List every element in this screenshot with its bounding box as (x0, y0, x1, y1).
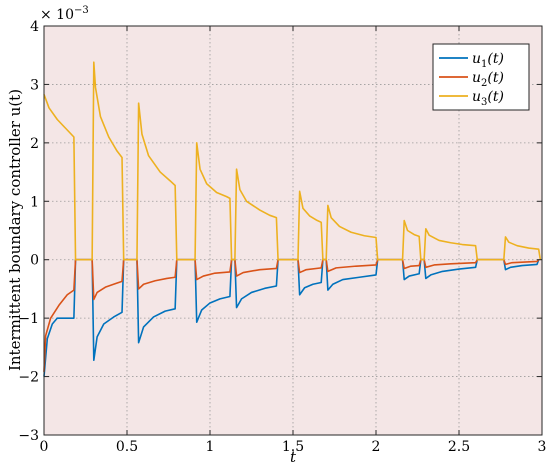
x-tick-label: 0 (40, 439, 49, 455)
series-line-u1 (43, 258, 540, 377)
x-tick-label: 0.5 (116, 439, 138, 455)
y-exponent-label: × 10−3 (40, 5, 89, 23)
y-tick-label: 1 (30, 194, 39, 210)
legend-label: u3(t) (472, 89, 504, 108)
legend-label: u2(t) (472, 70, 504, 89)
x-tick-label: 1.5 (282, 439, 304, 455)
x-tick-label: 1 (206, 439, 215, 455)
series-line-u3 (43, 61, 542, 261)
y-tick-label: −2 (18, 370, 39, 386)
y-tick-label: 3 (30, 77, 39, 93)
x-tick-label: 3 (538, 439, 547, 455)
x-tick-label: 2 (372, 439, 381, 455)
series-line-u2 (43, 258, 540, 372)
y-tick-label: −1 (18, 311, 39, 327)
y-tick-label: −3 (18, 428, 39, 444)
series-layer (43, 61, 542, 377)
x-axis-label: t (290, 448, 297, 466)
y-tick-label: 4 (30, 19, 39, 35)
y-axis-label: Intermittent boundary controller u(t) (6, 89, 24, 371)
legend: u1(t)u2(t)u3(t) (432, 43, 530, 111)
legend-label: u1(t) (472, 51, 504, 70)
y-tick-label: 2 (30, 136, 39, 152)
ticks: 0 0.5 1 1.5 2 2.5 3 −3 −2 −1 0 1 2 3 4 (18, 19, 546, 455)
y-tick-label: 0 (30, 253, 39, 269)
x-tick-label: 2.5 (448, 439, 470, 455)
